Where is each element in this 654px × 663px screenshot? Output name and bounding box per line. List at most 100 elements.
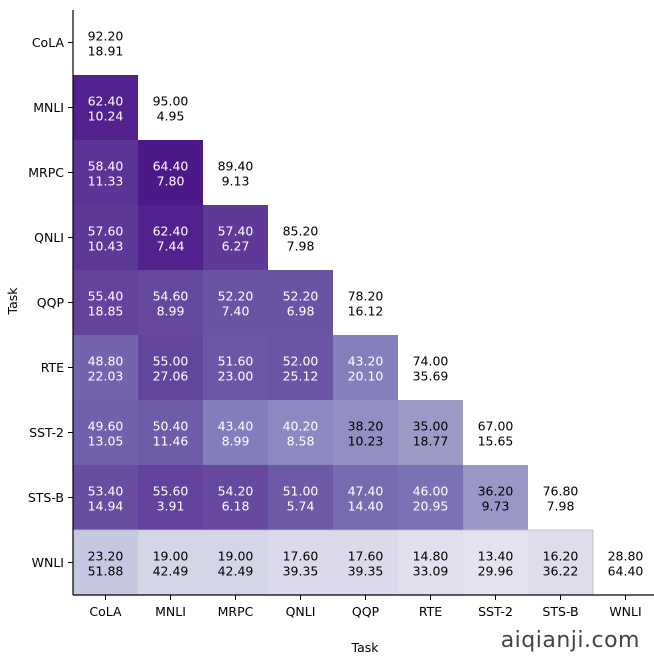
cell-std-label: 6.98 (287, 304, 315, 319)
cell-value-label: 57.40 (218, 224, 254, 239)
cell-std-label: 7.98 (287, 239, 315, 254)
cell-std-label: 18.77 (413, 434, 449, 449)
cell-std-label: 13.05 (88, 434, 124, 449)
cell-std-label: 7.44 (157, 239, 185, 254)
y-tick-label: WNLI (32, 555, 64, 570)
cell-std-label: 14.40 (348, 499, 384, 514)
heatmap-cell (203, 335, 268, 400)
heatmap-cell (333, 335, 398, 400)
heatmap-cell (203, 530, 268, 595)
x-tick-label: WNLI (609, 604, 641, 619)
cell-std-label: 7.40 (222, 304, 250, 319)
cell-value-label: 43.20 (348, 354, 384, 369)
y-tick-label: CoLA (32, 35, 65, 50)
x-tick-label: RTE (419, 604, 442, 619)
heatmap-cell (333, 465, 398, 530)
cell-std-label: 8.99 (157, 304, 185, 319)
x-tick-label: STS-B (542, 604, 578, 619)
heatmap-cell (333, 400, 398, 465)
cell-value-label: 92.20 (88, 29, 124, 44)
cell-value-label: 38.20 (348, 419, 384, 434)
cell-std-label: 8.99 (222, 434, 250, 449)
cell-value-label: 76.80 (543, 484, 579, 499)
cell-value-label: 14.80 (413, 549, 449, 564)
heatmap-cell (268, 400, 333, 465)
cell-std-label: 4.95 (157, 109, 185, 124)
cell-value-label: 51.60 (218, 354, 254, 369)
y-axis-label: Task (5, 287, 20, 316)
heatmap-cell (73, 270, 138, 335)
cell-value-label: 64.40 (153, 159, 189, 174)
heatmap-cell (463, 465, 528, 530)
heatmap-cell (203, 205, 268, 270)
heatmap-cell (398, 400, 463, 465)
cell-std-label: 8.58 (287, 434, 315, 449)
cell-std-label: 22.03 (88, 369, 124, 384)
heatmap-cell (268, 270, 333, 335)
cell-value-label: 55.60 (153, 484, 189, 499)
cell-std-label: 5.74 (287, 499, 315, 514)
heatmap-cell (398, 530, 463, 595)
axes-layer: CoLA MNLI MRPC QNLI QQP RTE SST-2 STS-B WNLI CoLA… (28, 10, 654, 619)
x-tick-label: MNLI (155, 604, 186, 619)
cell-std-label: 39.35 (348, 564, 384, 579)
x-axis-label: Task (351, 640, 380, 655)
cell-std-label: 10.24 (88, 109, 124, 124)
cell-std-label: 10.23 (348, 434, 384, 449)
cell-value-label: 58.40 (88, 159, 124, 174)
cell-value-label: 54.20 (218, 484, 254, 499)
cell-value-label: 35.00 (413, 419, 449, 434)
cell-value-label: 48.80 (88, 354, 124, 369)
cell-std-label: 36.22 (543, 564, 579, 579)
cell-value-label: 57.60 (88, 224, 124, 239)
cell-value-label: 52.20 (283, 289, 319, 304)
cell-std-label: 42.49 (218, 564, 254, 579)
heatmap-cell (268, 530, 333, 595)
heatmap-cell (528, 530, 593, 595)
cell-value-label: 55.40 (88, 289, 124, 304)
cell-std-label: 7.80 (157, 174, 185, 189)
heatmap-cell (203, 400, 268, 465)
cell-std-label: 3.91 (157, 499, 185, 514)
cell-value-label: 78.20 (348, 289, 384, 304)
heatmap-cell (73, 335, 138, 400)
cell-value-label: 67.00 (478, 419, 514, 434)
cell-std-label: 33.09 (413, 564, 449, 579)
cell-std-label: 6.27 (222, 239, 250, 254)
cell-std-label: 42.49 (153, 564, 189, 579)
cells-layer: 92.2018.9162.4010.2495.004.9558.4011.336… (72, 29, 644, 596)
cell-value-label: 53.40 (88, 484, 124, 499)
cell-value-label: 51.00 (283, 484, 319, 499)
y-tick-label: MRPC (28, 165, 64, 180)
heatmap-cell (333, 530, 398, 595)
cell-std-label: 14.94 (88, 499, 124, 514)
cell-std-label: 20.95 (413, 499, 449, 514)
watermark: aiqianji.com (500, 628, 640, 653)
cell-std-label: 9.73 (482, 499, 510, 514)
cell-std-label: 6.18 (222, 499, 250, 514)
y-tick-label: RTE (41, 360, 64, 375)
x-tick-label: QNLI (286, 604, 316, 619)
heatmap-cell (268, 335, 333, 400)
cell-std-label: 51.88 (88, 564, 124, 579)
heatmap-cell (73, 530, 138, 595)
heatmap-cell (463, 530, 528, 595)
heatmap-cell (73, 205, 138, 270)
cell-value-label: 95.00 (153, 94, 189, 109)
heatmap-cell (138, 335, 203, 400)
cell-value-label: 40.20 (283, 419, 319, 434)
y-tick-label: MNLI (33, 100, 64, 115)
x-tick-label: MRPC (218, 604, 254, 619)
cell-value-label: 19.00 (218, 549, 254, 564)
cell-value-label: 23.20 (88, 549, 124, 564)
cell-value-label: 49.60 (88, 419, 124, 434)
cell-value-label: 16.20 (543, 549, 579, 564)
cell-value-label: 28.80 (608, 549, 644, 564)
cell-value-label: 46.00 (413, 484, 449, 499)
x-tick-label: QQP (352, 604, 380, 619)
cell-std-label: 11.46 (153, 434, 189, 449)
cell-std-label: 39.35 (283, 564, 319, 579)
cell-std-label: 29.96 (478, 564, 514, 579)
cell-std-label: 35.69 (413, 369, 449, 384)
cell-value-label: 19.00 (153, 549, 189, 564)
